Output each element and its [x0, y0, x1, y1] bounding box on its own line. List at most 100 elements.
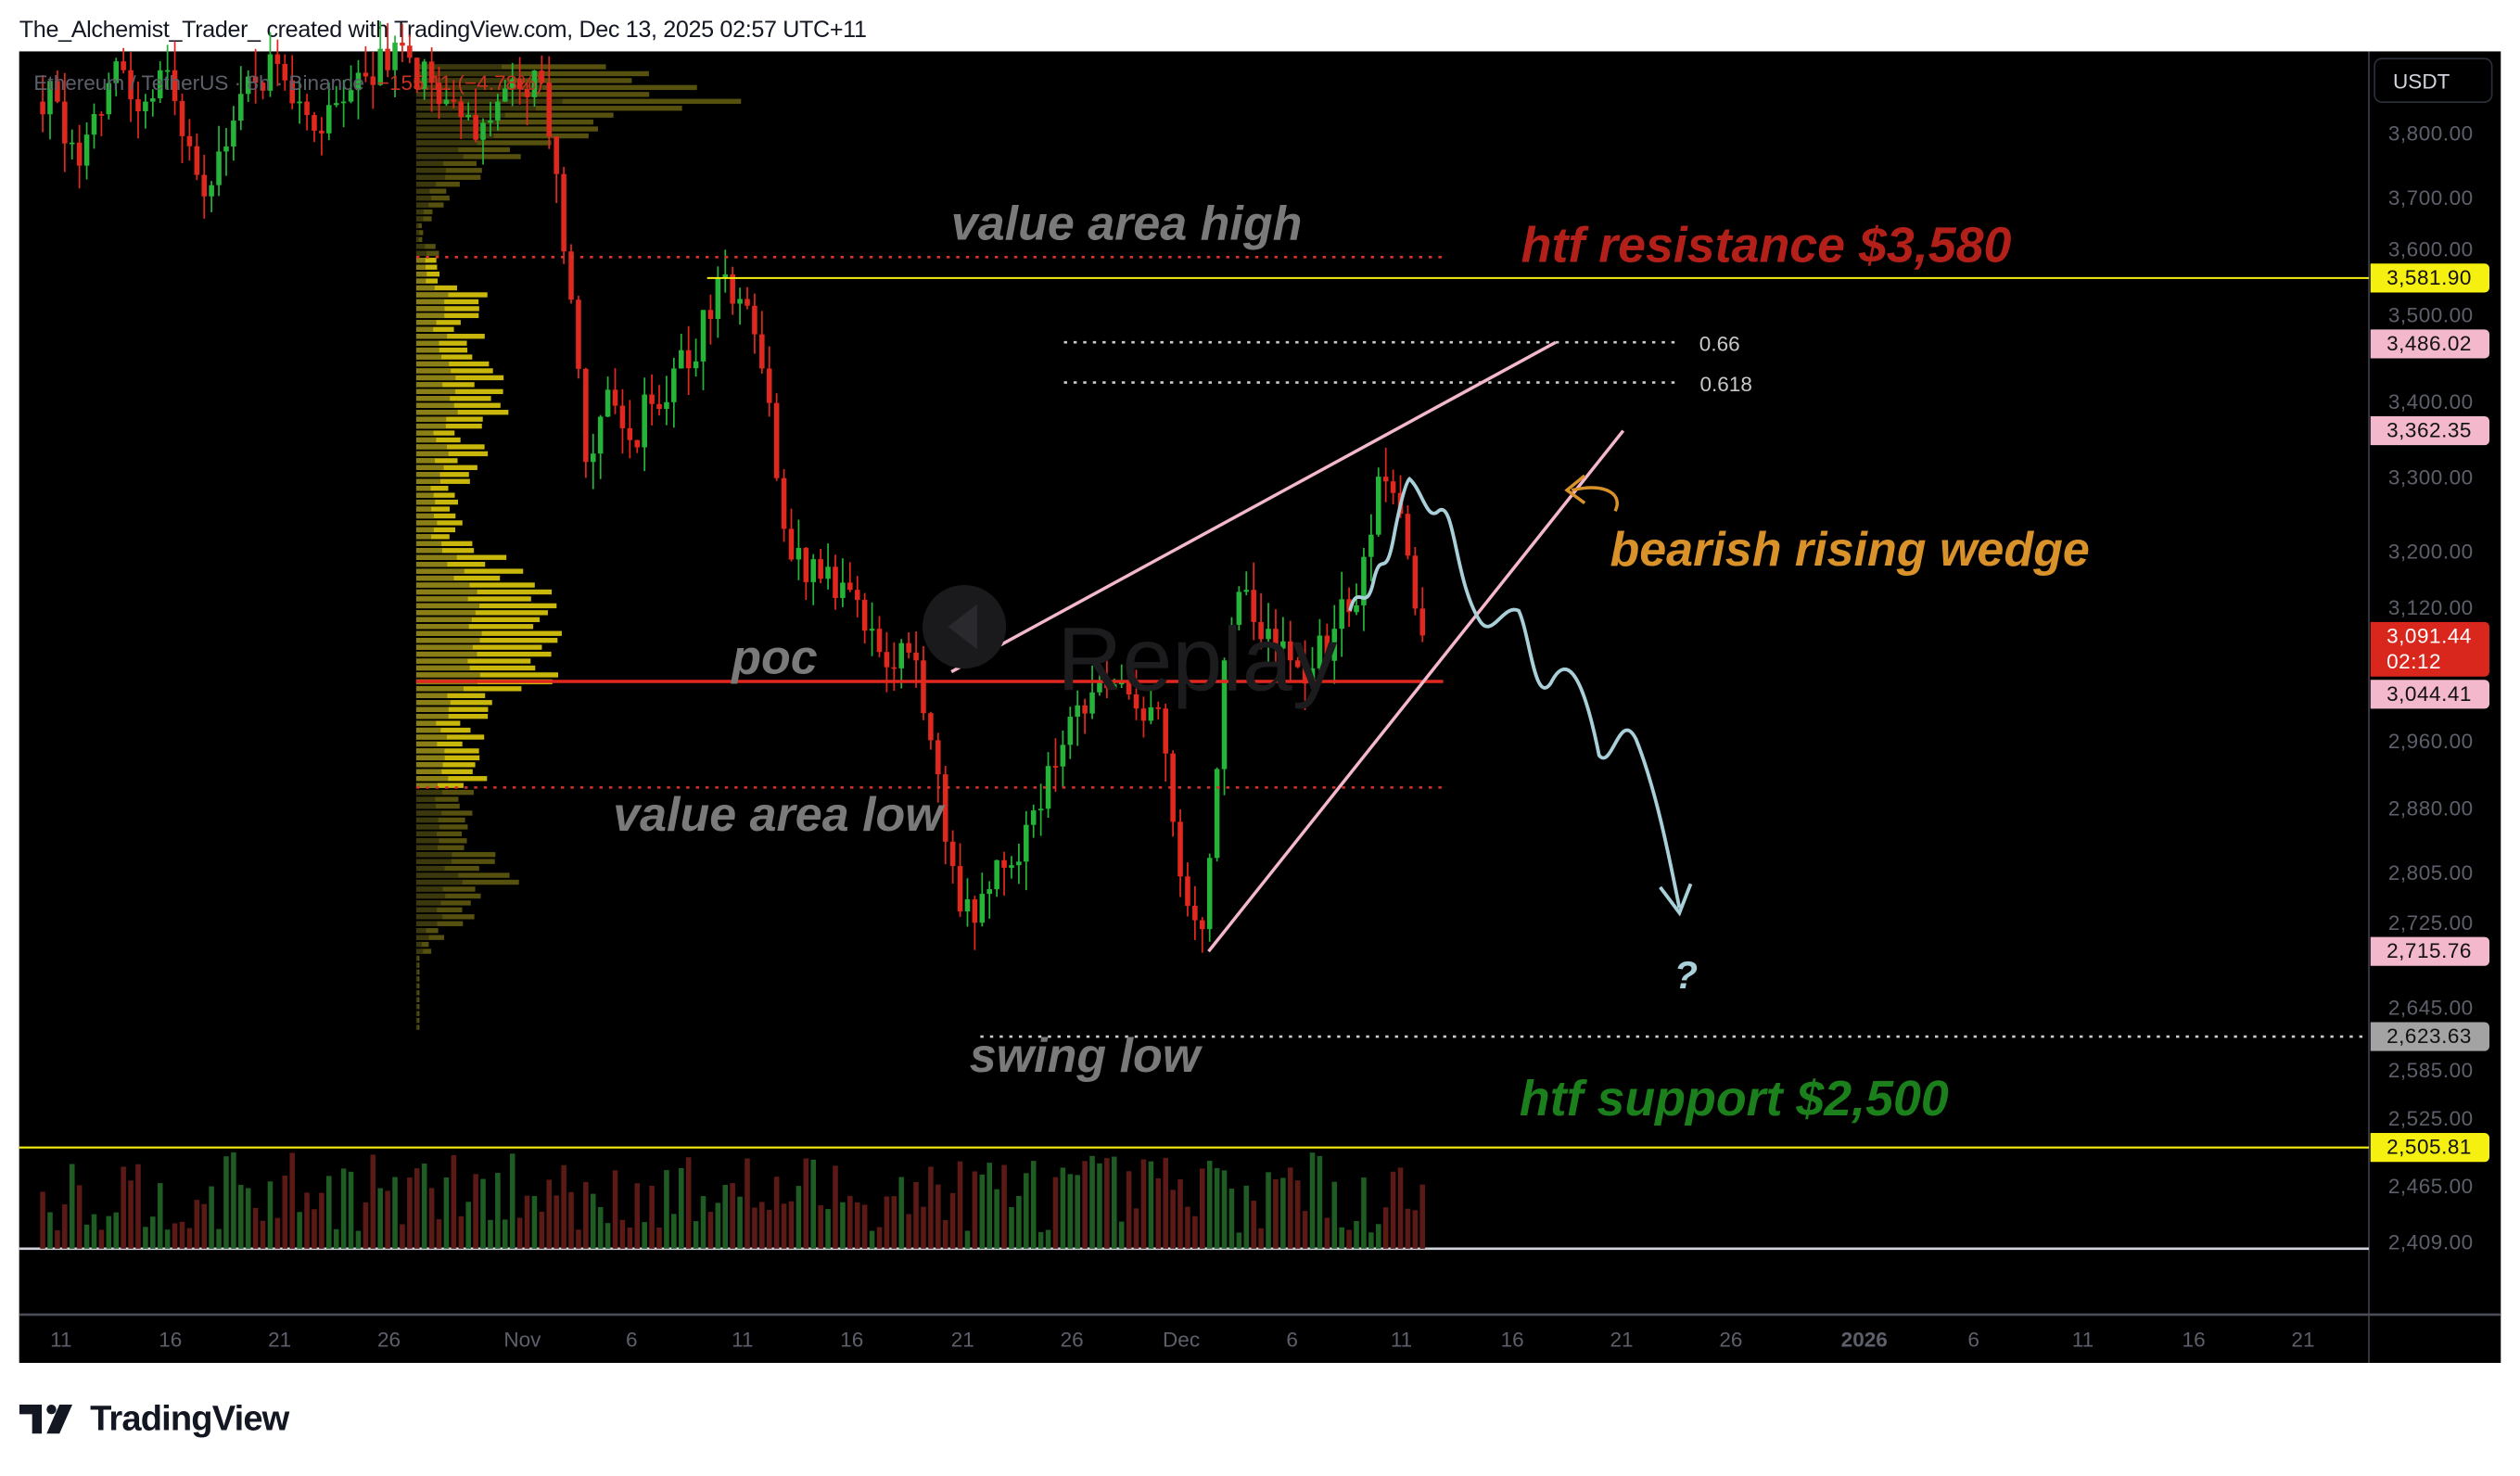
volume-profile-bar-dark: [415, 486, 431, 491]
volume-bar: [1089, 1155, 1095, 1249]
volume-profile-bar-dark: [415, 748, 445, 754]
candle-body: [1112, 684, 1117, 689]
volume-profile-bar-dark: [415, 410, 458, 415]
volume-profile-bar: [415, 230, 424, 235]
candle-body: [1361, 556, 1367, 605]
volume-profile-bar-dark: [415, 133, 494, 139]
volume-profile-bar: [415, 624, 534, 630]
volume-profile-bar: [415, 589, 553, 595]
volume-profile-bar-dark: [415, 264, 426, 270]
volume-profile-bar: [415, 258, 437, 263]
volume-bar: [788, 1201, 795, 1249]
volume-bar: [752, 1207, 757, 1249]
candle-body: [289, 80, 295, 104]
volume-profile-bar-dark: [415, 464, 444, 471]
volume-profile-bar-dark: [415, 928, 426, 934]
volume-bar: [730, 1183, 735, 1249]
volume-bar: [1001, 1164, 1007, 1249]
volume-bar: [964, 1230, 971, 1249]
volume-bar: [825, 1209, 831, 1249]
volume-bar: [1346, 1229, 1352, 1249]
time-tick: 11: [1390, 1327, 1413, 1352]
volume-profile-bar-dark: [415, 962, 418, 968]
price-label-swing-low: 2,623.63: [2370, 1022, 2490, 1051]
volume-bar: [957, 1161, 963, 1249]
volume-profile-bar: [415, 312, 479, 319]
candle-body: [47, 81, 53, 115]
candle-body: [488, 120, 493, 123]
volume-profile-bar: [415, 160, 477, 167]
symbol-legend[interactable]: Ethereum / TetherUS · 8h · Binance −155.1…: [33, 70, 542, 95]
volume-bar: [928, 1166, 934, 1249]
bar-countdown: 02:12: [2386, 649, 2442, 674]
volume-profile-bar: [415, 368, 493, 374]
volume-bar: [1236, 1232, 1242, 1249]
volume-bar: [576, 1229, 581, 1249]
candle-body: [825, 566, 831, 579]
candle-body: [590, 453, 596, 463]
candle-body: [509, 79, 515, 89]
volume-bar: [1140, 1159, 1147, 1249]
price-tick: 3,500.00: [2387, 301, 2474, 326]
volume-profile-bar: [415, 831, 463, 837]
candle-body: [436, 83, 442, 105]
candle-body: [304, 101, 310, 116]
candle-body: [260, 83, 266, 91]
volume-profile-bar: [415, 700, 492, 706]
volume-profile-bar: [415, 223, 422, 229]
candle-body: [40, 101, 45, 115]
price-tick: 2,880.00: [2387, 795, 2474, 821]
volume-profile-bar-dark: [415, 817, 439, 823]
volume-profile-bar-dark: [415, 734, 447, 740]
candle-body: [312, 115, 317, 131]
price-tick: 3,200.00: [2387, 539, 2474, 564]
volume-bar: [414, 1168, 420, 1249]
volume-profile-bar-dark: [415, 154, 464, 159]
volume-profile-bar: [415, 783, 464, 788]
price-tick: 3,600.00: [2387, 236, 2474, 261]
volume-profile-bar-dark: [415, 582, 470, 588]
candle-body: [414, 57, 420, 89]
candle-body: [745, 299, 750, 306]
candle-body: [1009, 865, 1014, 868]
candle-body: [707, 310, 714, 319]
volume-bar: [407, 1177, 413, 1249]
time-tick: 21: [950, 1327, 974, 1352]
volume-profile-bar-dark: [415, 921, 438, 926]
candle-body: [1302, 667, 1308, 684]
time-tick: 16: [1500, 1327, 1524, 1352]
candle-body: [576, 299, 581, 369]
volume-bar: [1228, 1189, 1235, 1249]
volume-profile-bar-dark: [415, 451, 449, 457]
volume-bar: [55, 1230, 60, 1249]
volume-bar: [1214, 1167, 1220, 1249]
candle-body: [363, 72, 369, 77]
candle-body: [83, 134, 90, 166]
price-tick: 3,700.00: [2387, 185, 2474, 210]
candle-body: [979, 894, 986, 923]
volume-profile-bar: [415, 727, 471, 733]
tradingview-logo[interactable]: TradingView: [19, 1398, 289, 1440]
volume-bar: [216, 1228, 222, 1249]
volume-bar: [583, 1181, 589, 1249]
volume-profile-bar: [415, 921, 464, 926]
time-tick: 21: [1610, 1327, 1634, 1352]
volume-profile-bar-dark: [415, 865, 445, 872]
volume-bar: [428, 1188, 435, 1249]
volume-bar: [803, 1158, 809, 1249]
wedge-lower-line: [1207, 429, 1625, 953]
candle-body: [209, 184, 214, 197]
volume-profile-bar: [415, 410, 509, 415]
currency-button[interactable]: USDT: [2374, 57, 2493, 103]
volume-profile-bar: [415, 900, 471, 906]
candle-body: [649, 394, 655, 404]
volume-profile-bar-dark: [415, 720, 437, 726]
time-tick: 11: [2071, 1327, 2094, 1352]
candle-body: [642, 394, 647, 448]
volume-bar: [333, 1228, 339, 1249]
volume-profile-bar: [415, 596, 531, 602]
volume-bar: [876, 1227, 883, 1249]
volume-bar: [1331, 1181, 1338, 1249]
volume-profile-bar: [415, 748, 479, 754]
